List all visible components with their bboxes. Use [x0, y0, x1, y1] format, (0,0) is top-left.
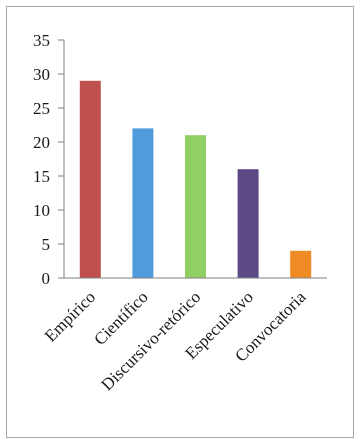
y-tick-label: 0: [42, 269, 51, 288]
y-tick-label: 10: [33, 201, 50, 220]
bar-chart: 0 5 10 15 20 25 30 35 EmpíricoCientíficoDiscurs…: [33, 31, 327, 394]
bar-convocatoria: [290, 250, 312, 278]
y-axis: 0 5 10 15 20 25 30 35: [33, 31, 65, 288]
y-tick-label: 20: [33, 133, 50, 152]
y-tick-label: 25: [33, 99, 50, 118]
bar-cient-fico: [132, 128, 154, 278]
bar-discursivo-ret-rico: [185, 135, 206, 278]
x-axis-labels: EmpíricoCientíficoDiscursivo-retóricoEsp…: [41, 287, 310, 394]
y-tick-label: 35: [33, 31, 50, 50]
bar-emp-rico: [79, 80, 101, 278]
bars: [79, 80, 312, 278]
y-tick-label: 30: [33, 65, 50, 84]
x-category-label: Discursivo-retórico: [97, 287, 204, 394]
y-tick-label: 15: [33, 167, 50, 186]
bar-especulativo: [237, 169, 259, 278]
y-tick-label: 5: [42, 235, 51, 254]
chart-frame: 0 5 10 15 20 25 30 35 Empírico Científico Discurs…: [6, 6, 354, 438]
